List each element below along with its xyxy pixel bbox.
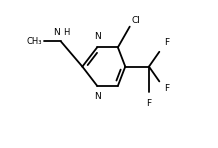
Text: H: H [63, 28, 70, 37]
Text: Cl: Cl [131, 16, 140, 25]
Text: CH₃: CH₃ [27, 37, 42, 46]
Text: N: N [94, 92, 100, 101]
Text: N: N [94, 32, 100, 41]
Text: N: N [53, 28, 60, 37]
Text: F: F [146, 99, 152, 108]
Text: F: F [164, 84, 169, 93]
Text: F: F [164, 38, 169, 47]
